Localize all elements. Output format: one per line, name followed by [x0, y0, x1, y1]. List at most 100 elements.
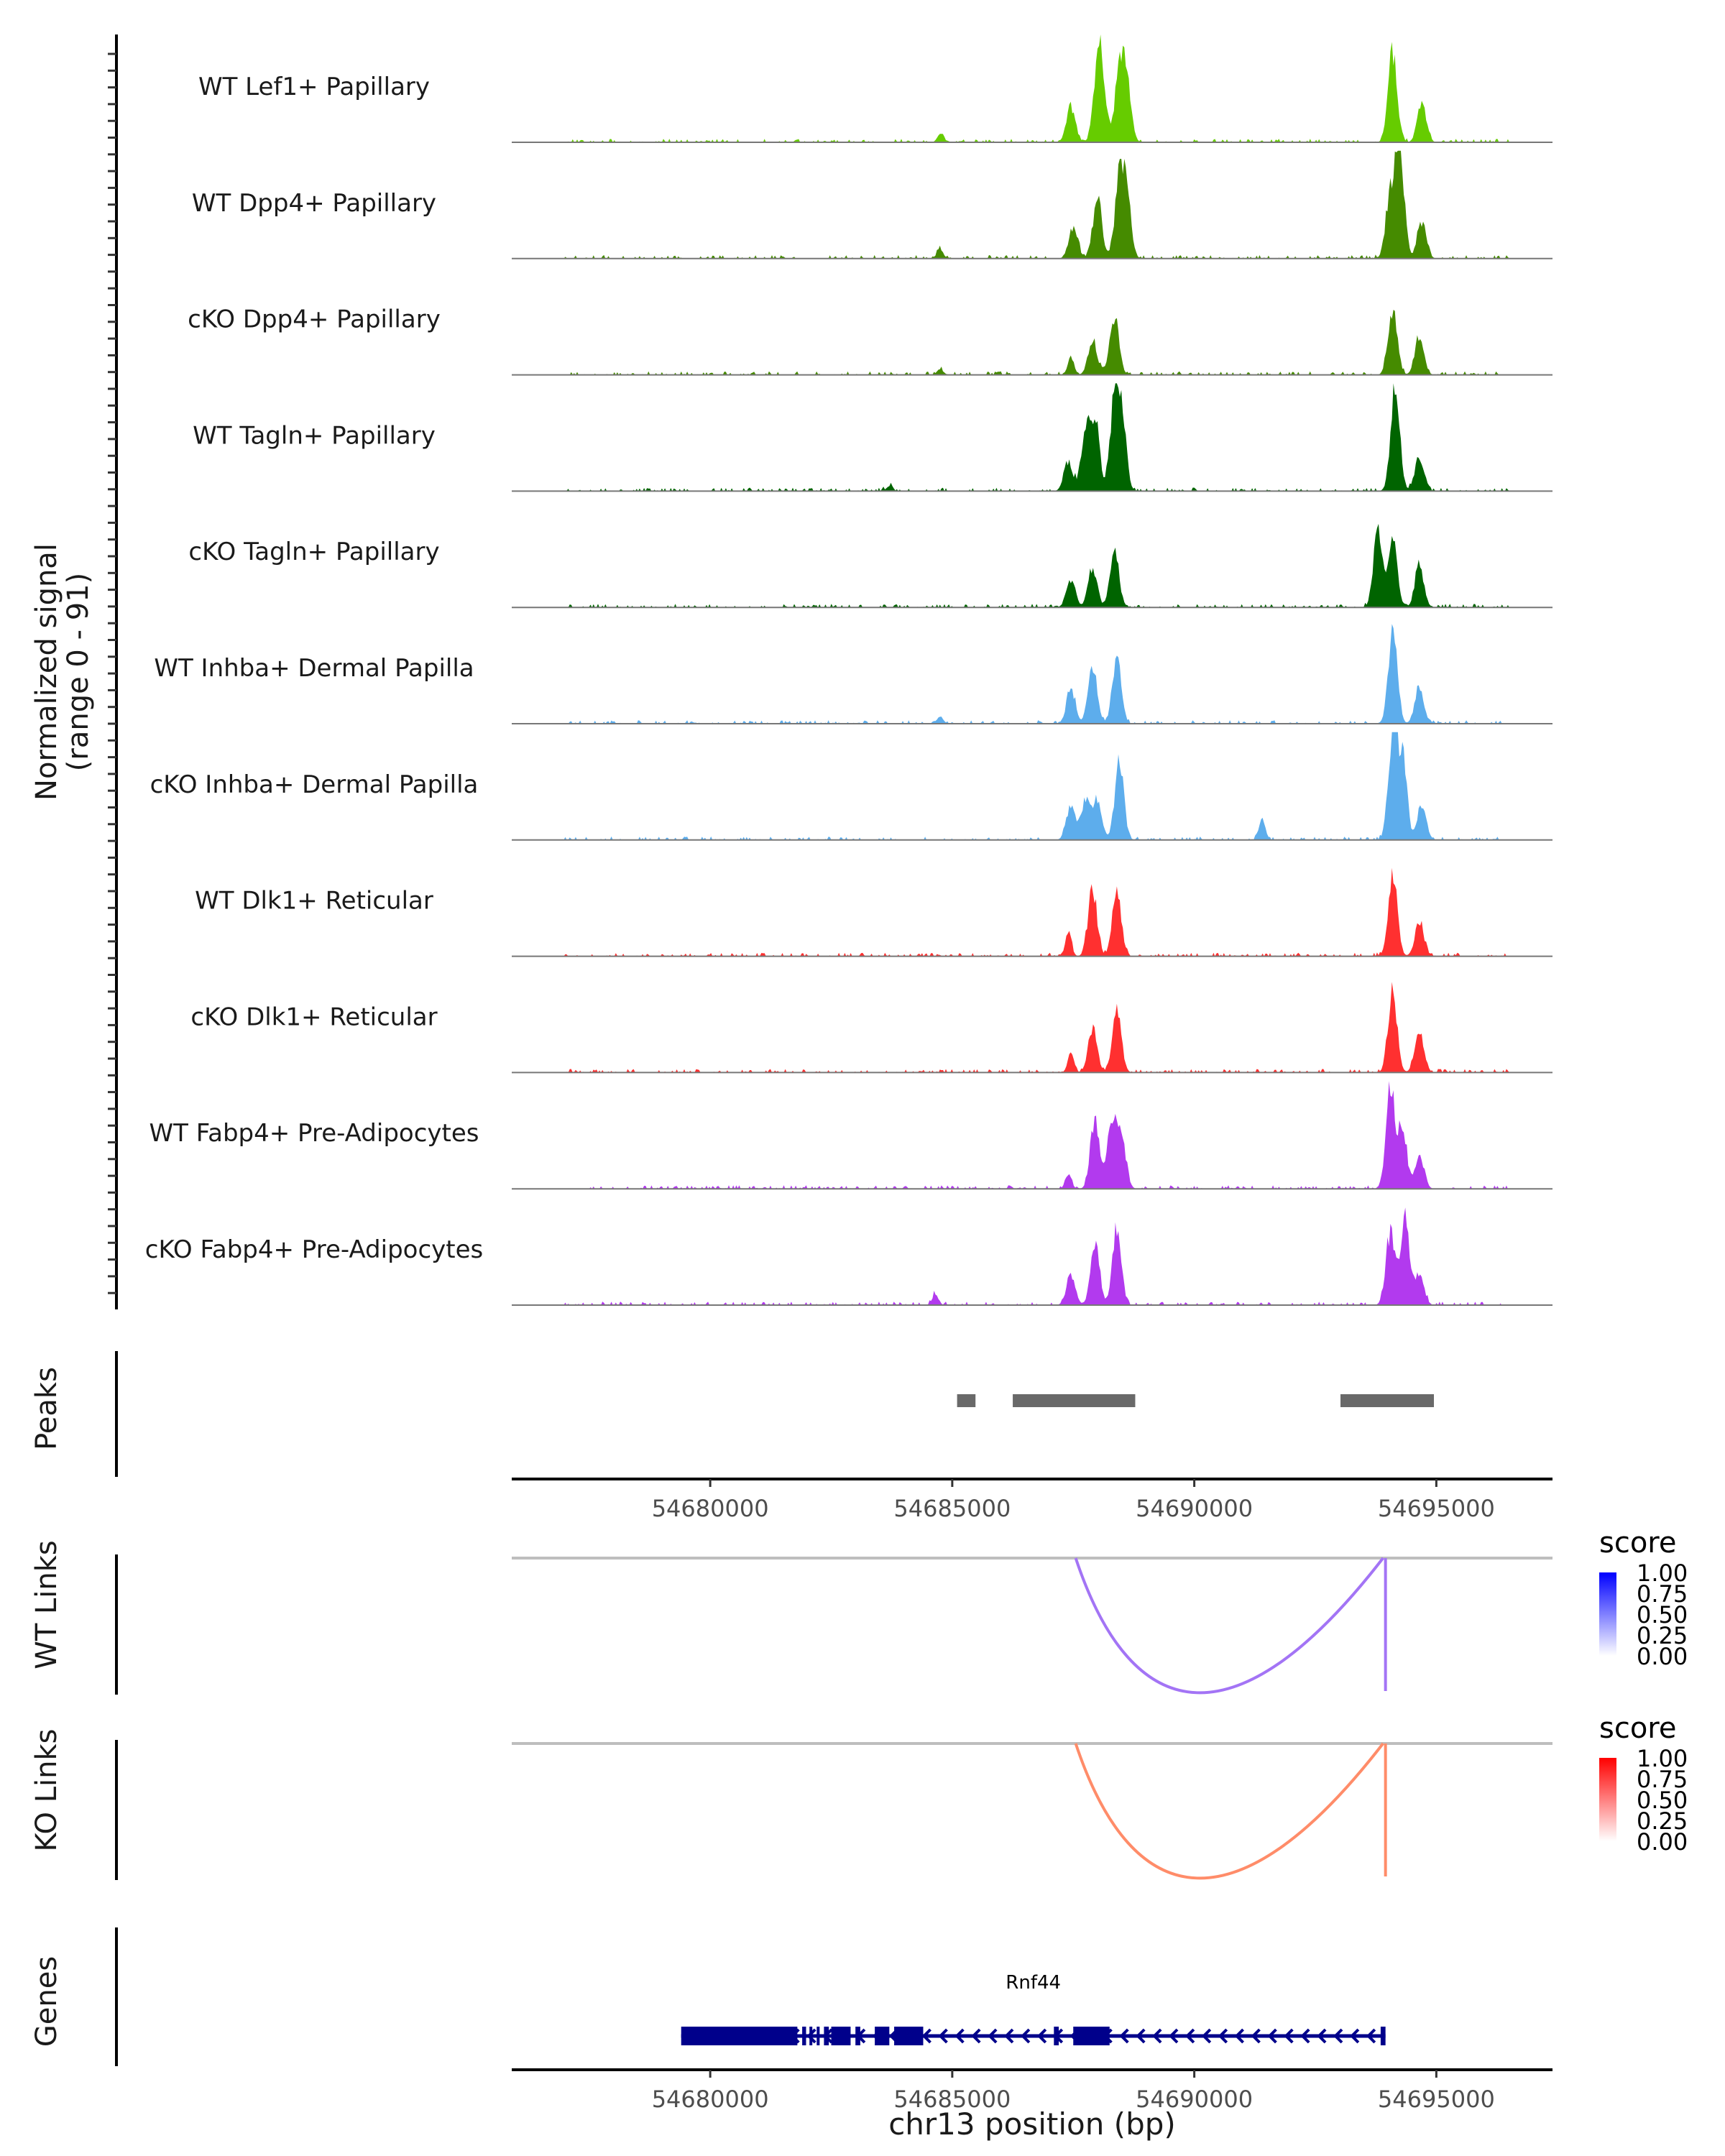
genes-track: Genes Rnf44	[30, 1927, 1386, 2066]
coverage-area	[512, 867, 1552, 957]
strand-arrow-icon	[921, 2028, 932, 2044]
strand-arrow-icon	[1267, 2028, 1277, 2044]
peak-region	[957, 1394, 976, 1407]
peak-region	[1340, 1394, 1434, 1407]
strand-arrow-icon	[773, 2028, 783, 2044]
links-track-label: KO Links	[30, 1729, 63, 1852]
peaks-x-tick-label: 54695000	[1378, 1495, 1495, 1522]
strand-arrow-icon	[740, 2028, 751, 2044]
legend-title: score	[1599, 1526, 1676, 1560]
legend-tick-label: 0.25	[1637, 1622, 1688, 1649]
genes-x-tick-label: 54690000	[1136, 2086, 1253, 2113]
strand-arrow-icon	[1004, 2028, 1014, 2044]
genes-x-tick-label: 54695000	[1378, 2086, 1495, 2113]
gene-name: Rnf44	[1006, 1972, 1061, 1994]
strand-arrow-icon	[1234, 2028, 1244, 2044]
coverage-tracks: WT Lef1+ Papillary WT Dpp4+ Papillary cKO …	[108, 34, 1552, 1309]
coverage-area	[512, 624, 1552, 724]
link-arc	[1074, 1742, 1384, 1880]
strand-arrow-icon	[724, 2028, 735, 2044]
legend-tick-label: 0.25	[1637, 1807, 1688, 1835]
legend-colorbar	[1599, 1572, 1616, 1656]
coverage-area	[512, 732, 1552, 840]
strand-arrow-icon	[888, 2028, 899, 2044]
strand-arrow-icon	[1169, 2028, 1179, 2044]
track-label: WT Fabp4+ Pre-Adipocytes	[150, 1119, 479, 1148]
coverage-area	[512, 1081, 1552, 1189]
coverage-track: cKO Dpp4+ Papillary	[188, 305, 1552, 376]
strand-arrow-icon	[1366, 2028, 1376, 2044]
strand-arrow-icon	[905, 2028, 916, 2044]
strand-arrow-icon	[806, 2028, 816, 2044]
legend-tick-label: 1.00	[1637, 1560, 1688, 1587]
strand-arrow-icon	[823, 2028, 833, 2044]
coverage-area	[512, 34, 1552, 142]
coverage-area	[512, 383, 1552, 492]
coverage-area	[512, 310, 1552, 375]
strand-arrow-icon	[1333, 2028, 1343, 2044]
strand-arrow-icon	[938, 2028, 948, 2044]
strand-arrow-icon	[1185, 2028, 1195, 2044]
coverage-track: cKO Inhba+ Dermal Papilla	[150, 732, 1552, 841]
coverage-track: cKO Dlk1+ Reticular	[190, 982, 1552, 1074]
strand-arrow-icon	[1119, 2028, 1129, 2044]
legend-tick-label: 0.75	[1637, 1766, 1688, 1793]
genes-x-tick-label: 54685000	[893, 2086, 1011, 2113]
legend-tick-label: 0.50	[1637, 1787, 1688, 1814]
strand-arrow-icon	[790, 2028, 800, 2044]
genes-x-tick-label: 54680000	[652, 2086, 769, 2113]
track-label: WT Dpp4+ Papillary	[192, 189, 436, 218]
track-label: cKO Dpp4+ Papillary	[188, 305, 441, 334]
gene-exon	[875, 2027, 890, 2045]
peak-region	[1013, 1394, 1136, 1407]
x-axes: 54680000 54685000 54690000 54695000 54680000…	[512, 1478, 1552, 2113]
strand-arrow-icon	[1317, 2028, 1327, 2044]
legend-tick-label: 0.75	[1637, 1580, 1688, 1608]
track-label: WT Lef1+ Papillary	[198, 73, 430, 101]
coverage-track: cKO Tagln+ Papillary	[188, 523, 1552, 609]
strand-arrow-icon	[1251, 2028, 1261, 2044]
strand-arrow-icon	[954, 2028, 965, 2044]
strand-arrow-icon	[1201, 2028, 1212, 2044]
y-axis-title: Normalized signal (range 0 - 91)	[30, 543, 95, 801]
legend-tick-label: 0.00	[1637, 1643, 1688, 1670]
gene-exon	[809, 2027, 813, 2045]
strand-arrow-icon	[1152, 2028, 1162, 2044]
coverage-area	[512, 150, 1552, 259]
coverage-track: WT Fabp4+ Pre-Adipocytes	[150, 1081, 1552, 1190]
strand-arrow-icon	[988, 2028, 998, 2044]
y-axis-title-line2: (range 0 - 91)	[62, 573, 95, 771]
strand-arrow-icon	[691, 2028, 702, 2044]
strand-arrow-icon	[840, 2028, 850, 2044]
strand-arrow-icon	[1086, 2028, 1096, 2044]
strand-arrow-icon	[757, 2028, 767, 2044]
legend-tick-label: 0.50	[1637, 1601, 1688, 1628]
gene-exon	[1380, 2027, 1386, 2045]
coverage-area	[512, 523, 1552, 608]
strand-arrow-icon	[872, 2028, 883, 2044]
genes-track-label: Genes	[30, 1956, 63, 2047]
coverage-track: WT Dpp4+ Papillary	[192, 150, 1552, 259]
strand-arrow-icon	[1136, 2028, 1146, 2044]
peaks-x-tick-label: 54690000	[1136, 1495, 1253, 1522]
strand-arrow-icon	[1284, 2028, 1294, 2044]
peaks-track: Peaks	[30, 1351, 1434, 1477]
y-axis-title-line1: Normalized signal	[30, 543, 63, 801]
strand-arrow-icon	[1300, 2028, 1310, 2044]
strand-arrow-icon	[707, 2028, 718, 2044]
coverage-area	[512, 982, 1552, 1073]
track-label: WT Dlk1+ Reticular	[195, 887, 433, 916]
track-label: WT Inhba+ Dermal Papilla	[154, 654, 474, 683]
strand-arrow-icon	[1036, 2028, 1047, 2044]
track-label: cKO Tagln+ Papillary	[188, 538, 439, 566]
track-label: cKO Fabp4+ Pre-Adipocytes	[145, 1235, 484, 1264]
gene-exon	[681, 2027, 798, 2045]
coverage-track: WT Dlk1+ Reticular	[195, 867, 1552, 957]
legend-title: score	[1599, 1712, 1676, 1745]
strand-arrow-icon	[856, 2028, 866, 2044]
link-arc	[1074, 1557, 1384, 1695]
track-label: cKO Inhba+ Dermal Papilla	[150, 770, 479, 799]
